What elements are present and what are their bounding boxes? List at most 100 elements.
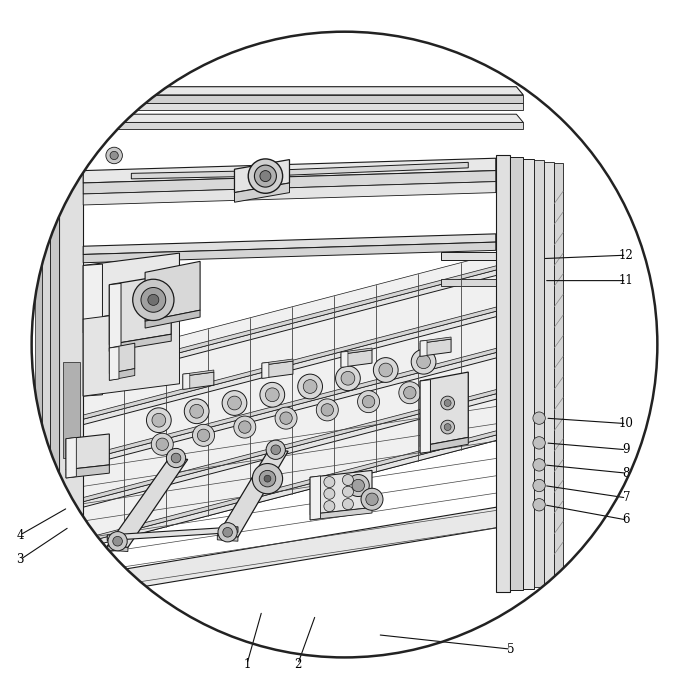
Circle shape	[533, 459, 545, 471]
Circle shape	[361, 489, 383, 510]
Polygon shape	[82, 268, 503, 383]
Circle shape	[252, 464, 282, 493]
Polygon shape	[107, 458, 187, 548]
Polygon shape	[82, 434, 503, 548]
Circle shape	[197, 429, 209, 441]
Polygon shape	[183, 370, 214, 377]
Polygon shape	[50, 80, 59, 596]
Polygon shape	[82, 347, 503, 461]
Circle shape	[222, 390, 247, 416]
Polygon shape	[262, 359, 293, 365]
Polygon shape	[554, 163, 563, 585]
Polygon shape	[82, 306, 503, 420]
Circle shape	[184, 399, 209, 424]
Polygon shape	[59, 80, 83, 596]
Polygon shape	[234, 183, 289, 203]
Polygon shape	[82, 392, 503, 507]
Circle shape	[172, 453, 181, 463]
Polygon shape	[83, 253, 179, 319]
Circle shape	[265, 388, 279, 402]
Polygon shape	[544, 161, 554, 586]
Circle shape	[148, 294, 159, 306]
Circle shape	[342, 487, 353, 497]
Circle shape	[441, 396, 455, 410]
Circle shape	[533, 498, 545, 511]
Polygon shape	[496, 155, 510, 592]
Polygon shape	[66, 465, 110, 478]
Circle shape	[238, 421, 251, 434]
Polygon shape	[132, 171, 265, 179]
Text: 6: 6	[623, 514, 630, 526]
Circle shape	[192, 425, 214, 446]
Polygon shape	[441, 279, 523, 286]
Circle shape	[444, 400, 451, 406]
Text: 7: 7	[623, 491, 630, 505]
Polygon shape	[35, 84, 42, 592]
Polygon shape	[63, 362, 80, 458]
Polygon shape	[420, 339, 451, 356]
Text: 3: 3	[17, 553, 23, 567]
Polygon shape	[341, 350, 372, 367]
Circle shape	[336, 366, 360, 390]
Text: 4: 4	[17, 528, 23, 541]
Circle shape	[259, 470, 276, 487]
Polygon shape	[110, 343, 135, 374]
Polygon shape	[83, 234, 496, 255]
Circle shape	[411, 349, 436, 374]
Polygon shape	[83, 171, 496, 194]
Polygon shape	[262, 361, 293, 378]
Polygon shape	[87, 103, 523, 110]
Circle shape	[223, 528, 232, 537]
Polygon shape	[183, 374, 189, 389]
Polygon shape	[83, 242, 496, 262]
Polygon shape	[80, 87, 523, 95]
Polygon shape	[341, 351, 348, 367]
Polygon shape	[110, 283, 121, 351]
Polygon shape	[510, 157, 523, 590]
Circle shape	[342, 475, 353, 486]
Polygon shape	[420, 372, 469, 446]
Circle shape	[218, 523, 237, 542]
Polygon shape	[145, 262, 200, 321]
Polygon shape	[145, 310, 200, 328]
Circle shape	[271, 445, 280, 454]
Circle shape	[106, 148, 123, 164]
Polygon shape	[83, 158, 496, 183]
Circle shape	[234, 416, 256, 438]
Circle shape	[358, 390, 380, 413]
Polygon shape	[420, 340, 427, 356]
Polygon shape	[83, 264, 103, 396]
Text: 10: 10	[619, 417, 634, 430]
Text: 5: 5	[507, 642, 515, 656]
Circle shape	[352, 480, 364, 491]
Circle shape	[321, 404, 333, 416]
Circle shape	[399, 381, 421, 404]
Polygon shape	[83, 307, 179, 333]
Circle shape	[110, 151, 119, 159]
Text: 9: 9	[623, 443, 630, 457]
Circle shape	[227, 396, 241, 410]
Circle shape	[404, 386, 416, 399]
Polygon shape	[66, 437, 76, 478]
Polygon shape	[310, 470, 372, 514]
Circle shape	[260, 382, 285, 407]
Circle shape	[254, 165, 276, 187]
Circle shape	[156, 438, 169, 450]
Circle shape	[264, 475, 271, 482]
Polygon shape	[441, 252, 523, 260]
Polygon shape	[82, 429, 503, 544]
Circle shape	[366, 493, 378, 505]
Circle shape	[147, 408, 172, 433]
Circle shape	[298, 374, 322, 399]
Circle shape	[533, 412, 545, 425]
Circle shape	[533, 436, 545, 449]
Polygon shape	[110, 369, 135, 380]
Polygon shape	[66, 434, 110, 470]
Circle shape	[152, 434, 174, 455]
Text: 11: 11	[619, 274, 634, 287]
Circle shape	[324, 500, 335, 512]
Circle shape	[141, 287, 166, 313]
Circle shape	[266, 440, 285, 459]
Polygon shape	[265, 162, 469, 176]
Polygon shape	[82, 264, 503, 378]
